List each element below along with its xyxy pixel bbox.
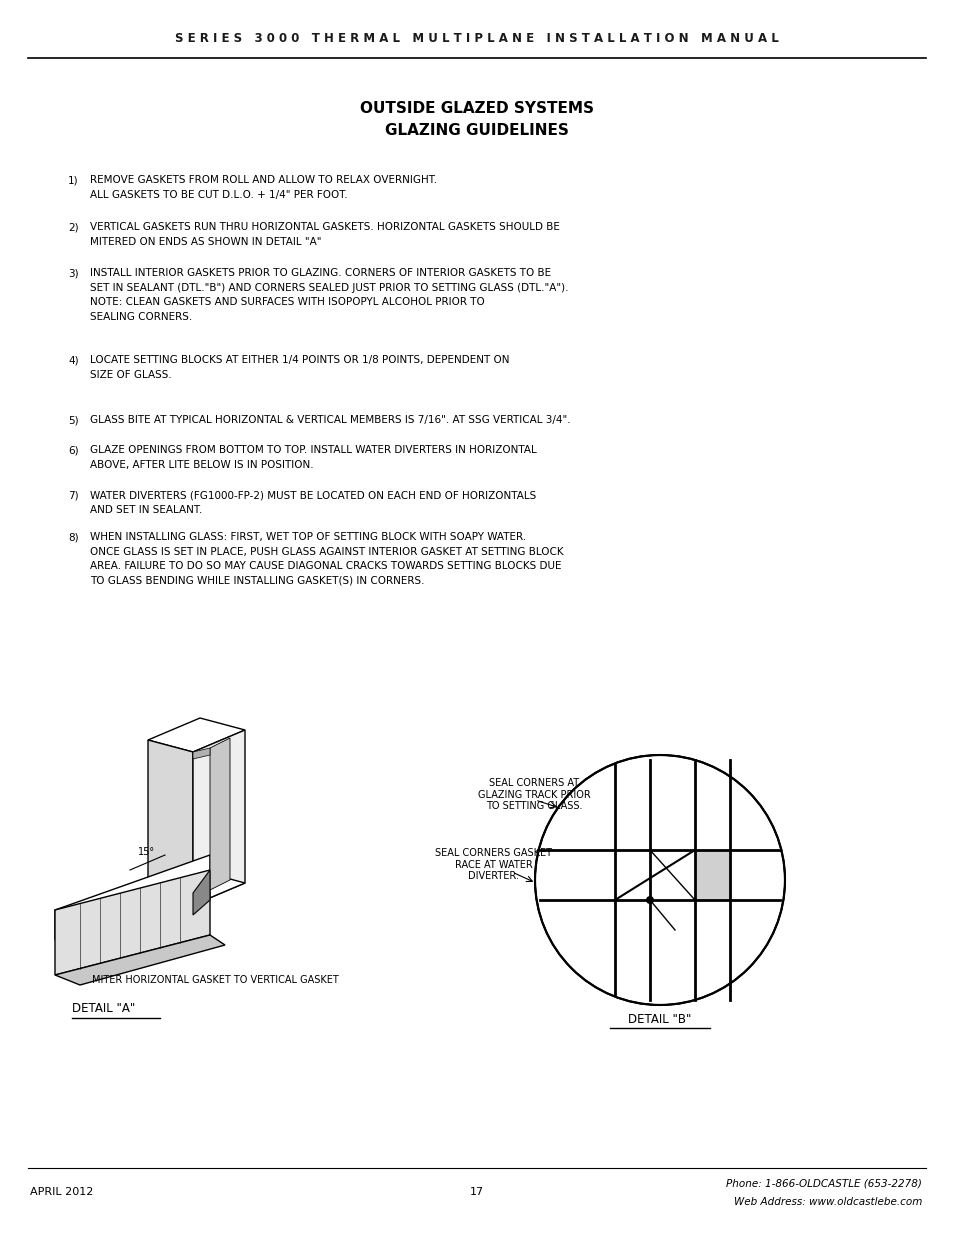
Polygon shape bbox=[55, 935, 225, 986]
Text: DETAIL "B": DETAIL "B" bbox=[628, 1013, 691, 1026]
Polygon shape bbox=[193, 730, 245, 905]
Text: DETAIL "A": DETAIL "A" bbox=[71, 1002, 135, 1015]
Text: WHEN INSTALLING GLASS: FIRST, WET TOP OF SETTING BLOCK WITH SOAPY WATER.: WHEN INSTALLING GLASS: FIRST, WET TOP OF… bbox=[90, 532, 525, 542]
Text: 5): 5) bbox=[68, 415, 78, 425]
Text: INSTALL INTERIOR GASKETS PRIOR TO GLAZING. CORNERS OF INTERIOR GASKETS TO BE: INSTALL INTERIOR GASKETS PRIOR TO GLAZIN… bbox=[90, 268, 551, 278]
Text: 8): 8) bbox=[68, 532, 78, 542]
Text: 6): 6) bbox=[68, 445, 78, 454]
Polygon shape bbox=[148, 740, 193, 905]
Polygon shape bbox=[193, 869, 210, 915]
Text: 7): 7) bbox=[68, 490, 78, 500]
Text: GLAZE OPENINGS FROM BOTTOM TO TOP. INSTALL WATER DIVERTERS IN HORIZONTAL: GLAZE OPENINGS FROM BOTTOM TO TOP. INSTA… bbox=[90, 445, 537, 454]
Text: LOCATE SETTING BLOCKS AT EITHER 1/4 POINTS OR 1/8 POINTS, DEPENDENT ON: LOCATE SETTING BLOCKS AT EITHER 1/4 POIN… bbox=[90, 354, 509, 366]
Text: AND SET IN SEALANT.: AND SET IN SEALANT. bbox=[90, 505, 202, 515]
Polygon shape bbox=[148, 718, 245, 752]
Text: NOTE: CLEAN GASKETS AND SURFACES WITH ISOPOPYL ALCOHOL PRIOR TO: NOTE: CLEAN GASKETS AND SURFACES WITH IS… bbox=[90, 296, 484, 308]
Circle shape bbox=[535, 755, 784, 1005]
Text: SEAL CORNERS AT
GLAZING TRACK PRIOR
TO SETTING GLASS.: SEAL CORNERS AT GLAZING TRACK PRIOR TO S… bbox=[477, 778, 590, 811]
Polygon shape bbox=[695, 850, 729, 900]
Text: SEAL CORNERS GASKET
RACE AT WATER
DIVERTER.: SEAL CORNERS GASKET RACE AT WATER DIVERT… bbox=[435, 848, 552, 882]
Text: WATER DIVERTERS (FG1000-FP-2) MUST BE LOCATED ON EACH END OF HORIZONTALS: WATER DIVERTERS (FG1000-FP-2) MUST BE LO… bbox=[90, 490, 536, 500]
Text: S E R I E S   3 0 0 0   T H E R M A L   M U L T I P L A N E   I N S T A L L A T : S E R I E S 3 0 0 0 T H E R M A L M U L … bbox=[175, 32, 778, 44]
Polygon shape bbox=[55, 869, 210, 974]
Text: MITER HORIZONTAL GASKET TO VERTICAL GASKET: MITER HORIZONTAL GASKET TO VERTICAL GASK… bbox=[91, 974, 338, 986]
Polygon shape bbox=[55, 855, 210, 940]
Text: 15°: 15° bbox=[138, 847, 155, 857]
Text: Phone: 1-866-OLDCASTLE (653-2278): Phone: 1-866-OLDCASTLE (653-2278) bbox=[725, 1178, 921, 1188]
Text: ONCE GLASS IS SET IN PLACE, PUSH GLASS AGAINST INTERIOR GASKET AT SETTING BLOCK: ONCE GLASS IS SET IN PLACE, PUSH GLASS A… bbox=[90, 547, 563, 557]
Text: ALL GASKETS TO BE CUT D.L.O. + 1/4" PER FOOT.: ALL GASKETS TO BE CUT D.L.O. + 1/4" PER … bbox=[90, 189, 347, 200]
Polygon shape bbox=[210, 739, 230, 890]
Circle shape bbox=[645, 897, 654, 904]
Text: TO GLASS BENDING WHILE INSTALLING GASKET(S) IN CORNERS.: TO GLASS BENDING WHILE INSTALLING GASKET… bbox=[90, 576, 424, 585]
Text: 2): 2) bbox=[68, 222, 78, 232]
Text: 17: 17 bbox=[470, 1187, 483, 1197]
Polygon shape bbox=[193, 748, 210, 760]
Text: SEALING CORNERS.: SEALING CORNERS. bbox=[90, 311, 193, 321]
Text: Web Address: www.oldcastlebe.com: Web Address: www.oldcastlebe.com bbox=[733, 1197, 921, 1207]
Text: VERTICAL GASKETS RUN THRU HORIZONTAL GASKETS. HORIZONTAL GASKETS SHOULD BE: VERTICAL GASKETS RUN THRU HORIZONTAL GAS… bbox=[90, 222, 559, 232]
Text: ABOVE, AFTER LITE BELOW IS IN POSITION.: ABOVE, AFTER LITE BELOW IS IN POSITION. bbox=[90, 459, 314, 469]
Text: OUTSIDE GLAZED SYSTEMS: OUTSIDE GLAZED SYSTEMS bbox=[359, 100, 594, 116]
Text: APRIL 2012: APRIL 2012 bbox=[30, 1187, 93, 1197]
Text: SET IN SEALANT (DTL."B") AND CORNERS SEALED JUST PRIOR TO SETTING GLASS (DTL."A": SET IN SEALANT (DTL."B") AND CORNERS SEA… bbox=[90, 283, 568, 293]
Text: AREA. FAILURE TO DO SO MAY CAUSE DIAGONAL CRACKS TOWARDS SETTING BLOCKS DUE: AREA. FAILURE TO DO SO MAY CAUSE DIAGONA… bbox=[90, 561, 561, 571]
Polygon shape bbox=[148, 871, 245, 905]
Text: GLAZING GUIDELINES: GLAZING GUIDELINES bbox=[385, 122, 568, 137]
Text: 1): 1) bbox=[68, 175, 78, 185]
Text: 4): 4) bbox=[68, 354, 78, 366]
Text: SIZE OF GLASS.: SIZE OF GLASS. bbox=[90, 369, 172, 379]
Text: 3): 3) bbox=[68, 268, 78, 278]
Text: GLASS BITE AT TYPICAL HORIZONTAL & VERTICAL MEMBERS IS 7/16". AT SSG VERTICAL 3/: GLASS BITE AT TYPICAL HORIZONTAL & VERTI… bbox=[90, 415, 570, 425]
Text: MITERED ON ENDS AS SHOWN IN DETAIL "A": MITERED ON ENDS AS SHOWN IN DETAIL "A" bbox=[90, 236, 321, 247]
Text: REMOVE GASKETS FROM ROLL AND ALLOW TO RELAX OVERNIGHT.: REMOVE GASKETS FROM ROLL AND ALLOW TO RE… bbox=[90, 175, 436, 185]
